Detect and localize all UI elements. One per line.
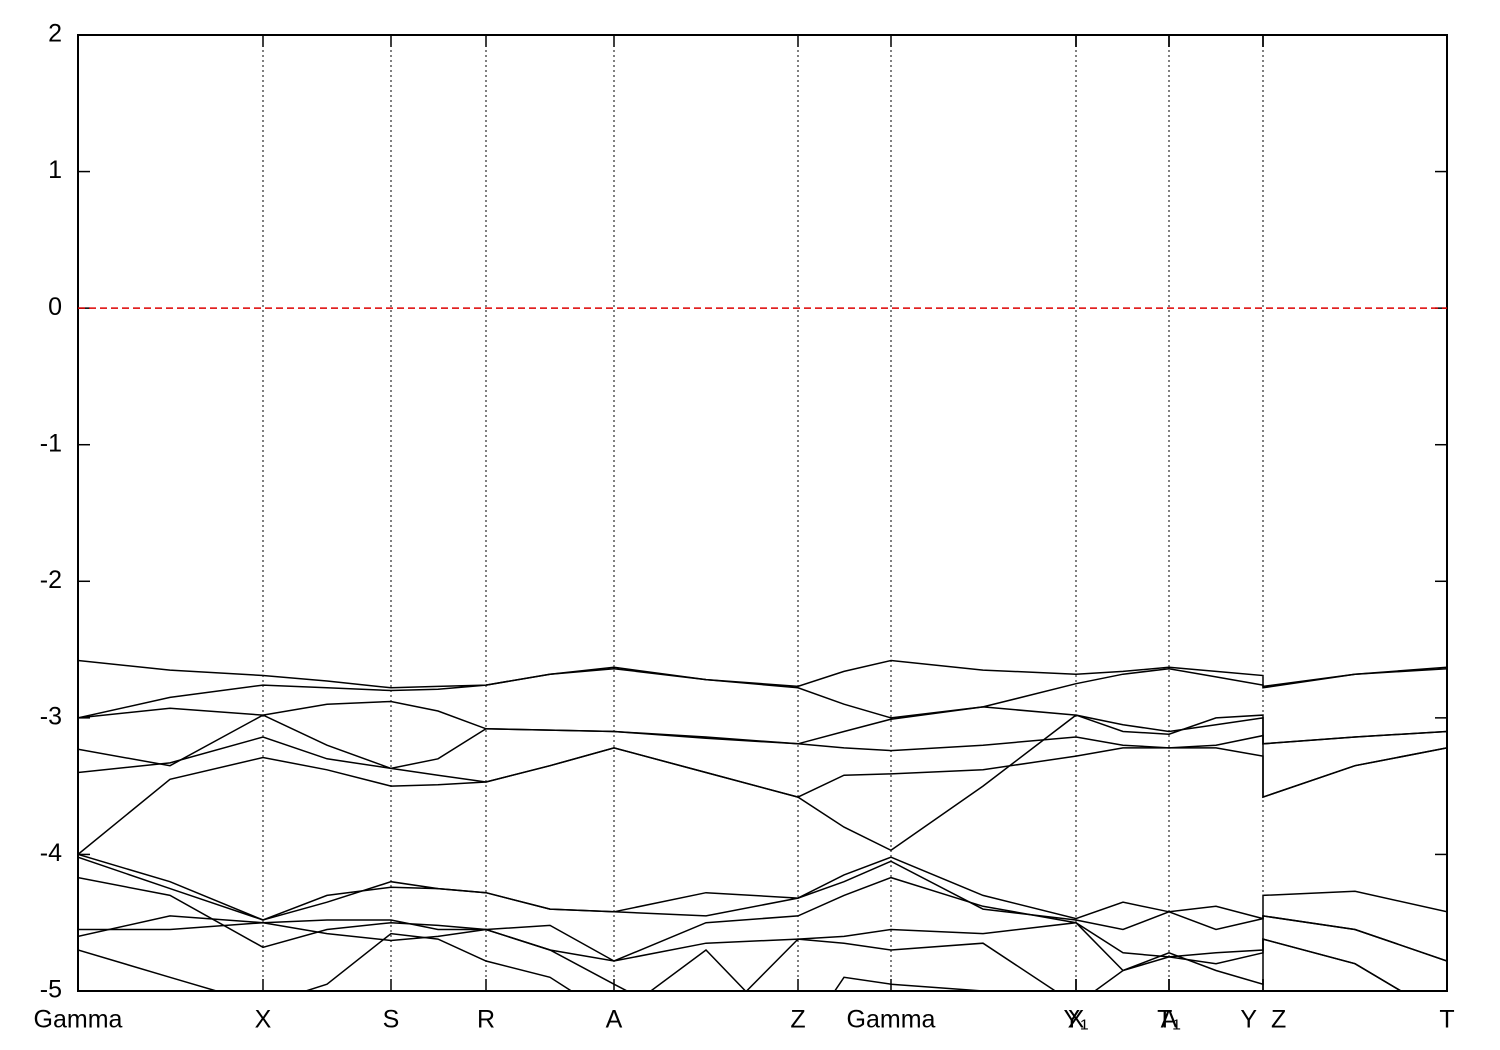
x-tick-label: Y₁ xyxy=(1063,1006,1088,1034)
plot-frame xyxy=(77,34,1448,992)
band-line xyxy=(78,932,986,991)
band-line xyxy=(78,659,1447,689)
x-tick-label: X xyxy=(255,1006,272,1034)
band-line xyxy=(78,714,1447,770)
y-tick-label: 0 xyxy=(48,293,62,321)
bands xyxy=(78,659,1447,991)
band-line xyxy=(78,736,1447,799)
y-tick-label: -3 xyxy=(40,702,62,730)
x-tick-label: Gamma xyxy=(847,1006,936,1034)
band-line xyxy=(78,700,1447,745)
x-tick-label: Y xyxy=(1240,1006,1257,1034)
x-tick-label: S xyxy=(383,1006,400,1034)
band-line xyxy=(78,876,1447,962)
band-line xyxy=(78,856,1447,962)
y-tick-label: -2 xyxy=(40,566,62,594)
x-tick-label: Z xyxy=(790,1006,805,1034)
y-tick-label: -5 xyxy=(40,976,62,1004)
y-tick-label: -1 xyxy=(40,429,62,457)
x-tick-label: A xyxy=(1161,1006,1178,1034)
x-tick-label: Gamma xyxy=(34,1006,123,1034)
y-tick-label: 2 xyxy=(48,20,62,48)
x-tick-label: T₁ xyxy=(1157,1006,1181,1034)
x-tick-label: R xyxy=(477,1006,495,1034)
band-line xyxy=(78,714,1447,855)
band-line xyxy=(78,921,1403,991)
band-line xyxy=(78,667,1447,719)
band-line xyxy=(78,915,1403,991)
band-line xyxy=(78,853,1447,921)
y-tick-label: 1 xyxy=(48,156,62,184)
x-tick-label: A xyxy=(606,1006,623,1034)
x-tick-label: T xyxy=(1439,1006,1454,1034)
x-tick-label: Z xyxy=(1271,1006,1286,1034)
x-tick-label: X xyxy=(1068,1006,1085,1034)
y-tick-label: -4 xyxy=(40,839,62,867)
